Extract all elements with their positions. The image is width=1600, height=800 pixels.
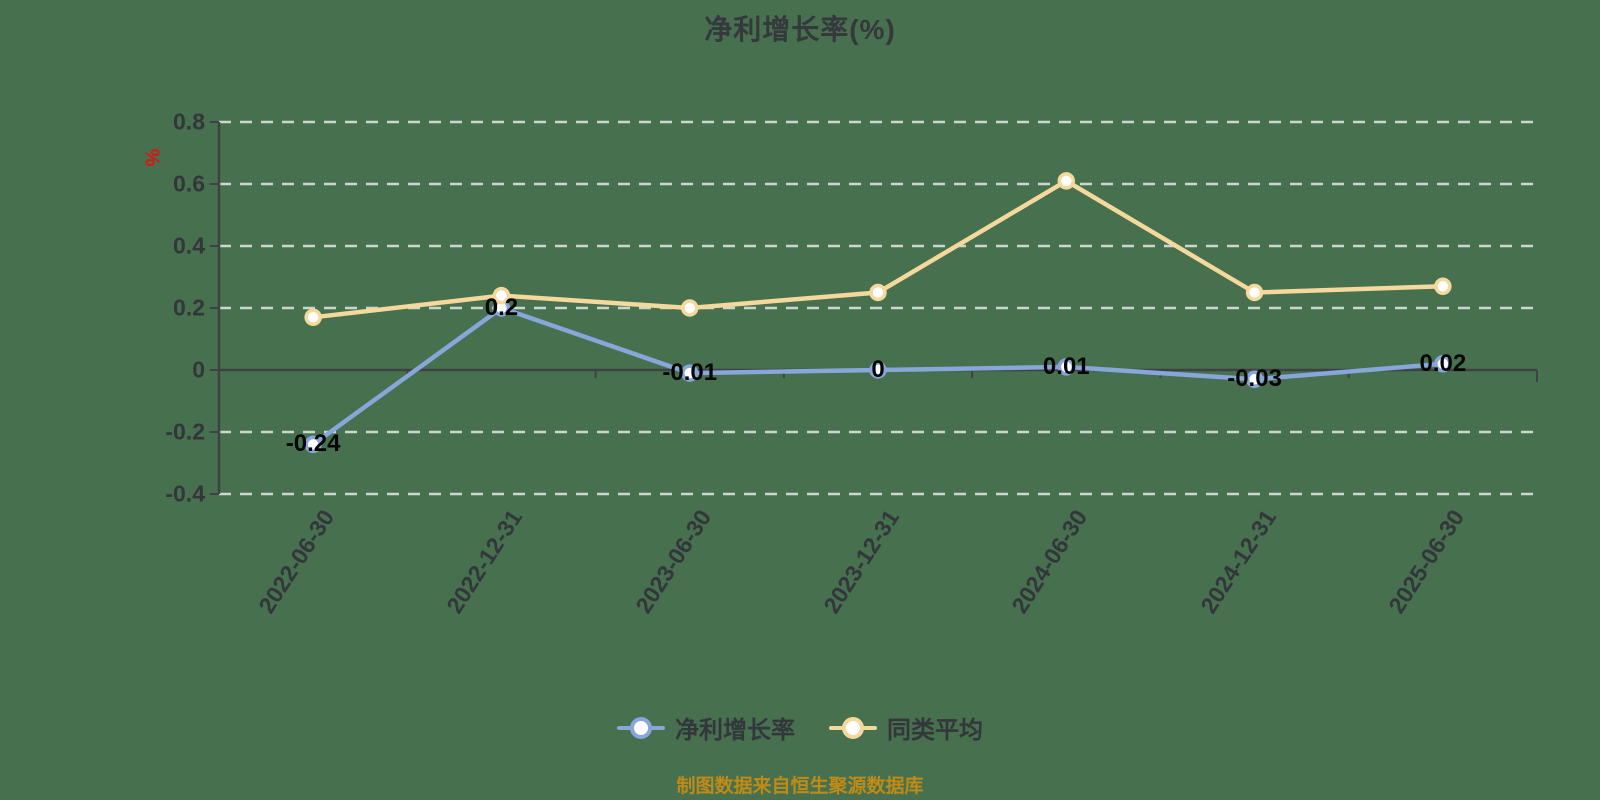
line-circle-marker-icon bbox=[617, 715, 665, 741]
data-point-s0-0[interactable] bbox=[304, 435, 322, 454]
legend-item-net-profit-growth[interactable]: 净利增长率 bbox=[617, 710, 795, 745]
legend-marker-circle bbox=[630, 716, 652, 739]
data-point-s1-3[interactable] bbox=[869, 283, 887, 302]
y-axis-tick-label: 0.4 bbox=[173, 232, 205, 259]
y-axis-tick-label: 0 bbox=[192, 356, 205, 383]
data-point-s1-1[interactable] bbox=[492, 286, 511, 305]
data-point-label: 0.2 bbox=[484, 294, 519, 321]
data-point-label: 0.01 bbox=[1042, 352, 1090, 380]
data-point-s1-0[interactable] bbox=[304, 308, 322, 327]
data-point-s1-2[interactable] bbox=[680, 299, 699, 317]
y-axis-tick-label: -0.2 bbox=[165, 418, 205, 445]
data-point-s1-6[interactable] bbox=[1434, 277, 1452, 296]
y-axis-tick-label: 0.6 bbox=[173, 170, 205, 197]
legend-label: 净利增长率 bbox=[675, 717, 795, 744]
data-source-note: 制图数据来自恒生聚源数据库 bbox=[676, 776, 924, 797]
legend-label: 同类平均 bbox=[887, 717, 983, 744]
legend-item-category-average[interactable]: 同类平均 bbox=[829, 710, 983, 745]
line-circle-marker-icon bbox=[829, 715, 877, 741]
data-point-s1-5[interactable] bbox=[1245, 283, 1264, 302]
legend-marker-circle bbox=[842, 716, 864, 739]
data-point-label: -0.03 bbox=[1227, 365, 1282, 393]
data-point-s0-3[interactable] bbox=[869, 361, 887, 379]
legend: 净利增长率 同类平均 bbox=[0, 710, 1600, 745]
data-point-s0-6[interactable] bbox=[1434, 355, 1452, 373]
data-point-label: -0.01 bbox=[662, 359, 718, 387]
chart-title: 净利增长率(%) bbox=[704, 14, 896, 45]
data-point-s1-4[interactable] bbox=[1057, 172, 1076, 190]
data-point-s0-5[interactable] bbox=[1245, 370, 1264, 389]
data-point-label: 0.02 bbox=[1419, 349, 1467, 377]
y-axis-tick-label: 0.2 bbox=[173, 294, 205, 321]
data-point-label: -0.24 bbox=[285, 430, 341, 458]
y-axis-tick-label: -0.4 bbox=[165, 480, 205, 507]
y-axis-tick-label: 0.8 bbox=[173, 108, 205, 135]
data-point-s0-4[interactable] bbox=[1057, 358, 1076, 376]
data-point-label: 0 bbox=[871, 356, 885, 383]
data-point-s0-2[interactable] bbox=[680, 364, 699, 382]
